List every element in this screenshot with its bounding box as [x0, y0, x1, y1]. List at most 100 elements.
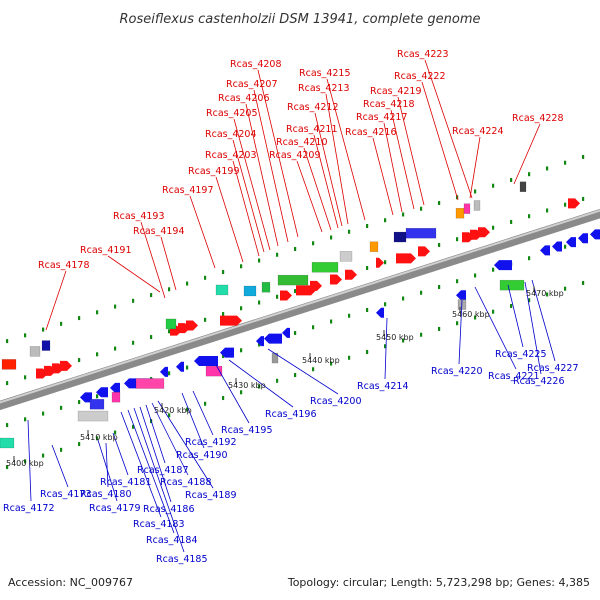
track-tick [564, 202, 567, 207]
track-tick [474, 273, 477, 278]
ruler-label: 5440 kbp [302, 356, 340, 365]
track-tick [348, 355, 351, 360]
track-tick [366, 224, 369, 228]
track-tick [42, 327, 45, 332]
gene-label: Rcas_4225 [495, 349, 547, 360]
track-tick [240, 264, 243, 269]
leader-line [192, 390, 214, 436]
gene-label: Rcas_4226 [513, 376, 565, 387]
gene-box [455, 207, 465, 219]
leader-line [267, 348, 339, 395]
gene-box [463, 203, 471, 214]
gene-label: Rcas_4189 [185, 490, 237, 501]
gene-label: Rcas_4179 [89, 503, 141, 514]
track-tick [6, 423, 9, 428]
reverse-gene [456, 290, 466, 301]
track-tick [186, 281, 189, 286]
leader-line [181, 392, 205, 449]
leader-line [513, 123, 541, 185]
ruler-label: 5470 kbp [526, 289, 564, 298]
track-tick [294, 331, 297, 336]
gene-box [1, 359, 17, 370]
leader-line [139, 406, 172, 503]
track-tick [510, 219, 513, 224]
track-tick [582, 154, 585, 159]
track-tick [348, 229, 351, 234]
gene-box [29, 346, 41, 357]
forward-gene [186, 320, 198, 331]
reverse-gene-labels: Rcas_4172Rcas_4173Rcas_4179Rcas_4180Rcas… [3, 349, 579, 565]
track-tick [402, 296, 405, 301]
gene-label: Rcas_4195 [221, 425, 273, 436]
reverse-gene [194, 355, 218, 366]
leader-line [107, 255, 161, 293]
track-tick [510, 177, 513, 182]
gene-label: Rcas_4216 [345, 127, 397, 138]
leader-line [303, 147, 332, 231]
track-tick [42, 453, 45, 458]
forward-gene [418, 246, 430, 257]
track-tick [24, 375, 27, 380]
track-tick [312, 367, 315, 372]
track-tick [186, 407, 189, 412]
track-tick [510, 303, 513, 308]
track-tick [222, 396, 225, 401]
gene-box [519, 181, 527, 193]
gene-box [215, 284, 229, 296]
leader-line [397, 96, 425, 206]
track-tick [366, 350, 369, 354]
gene-label: Rcas_4224 [452, 126, 504, 137]
reverse-gene [578, 233, 588, 244]
forward-gene [396, 253, 416, 264]
gene-features [0, 181, 600, 449]
gene-label: Rcas_4219 [370, 86, 422, 97]
leader-line [189, 195, 216, 269]
track-tick [420, 290, 423, 295]
gene-label: Rcas_4205 [206, 108, 258, 119]
track-tick [6, 381, 9, 386]
track-tick [438, 242, 441, 247]
leader-line [314, 112, 343, 227]
track-tick [384, 218, 387, 223]
gene-label: Rcas_4210 [276, 137, 328, 148]
gene-label: Rcas_4172 [3, 503, 55, 514]
track-tick [294, 247, 297, 252]
track-tick [96, 310, 99, 315]
track-tick [492, 267, 495, 272]
accession-text: Accession: NC_009767 [8, 576, 133, 589]
track-tick [528, 298, 531, 303]
forward-gene [280, 290, 292, 301]
leader-line [524, 281, 542, 375]
leader-line [245, 103, 279, 247]
gene-box [311, 262, 339, 273]
track-tick [438, 200, 441, 205]
track-tick [60, 321, 63, 326]
track-tick [24, 417, 27, 422]
reverse-gene [96, 387, 108, 398]
ruler-label: 5430 kbp [228, 381, 266, 390]
gene-label: Rcas_4227 [527, 363, 579, 374]
gene-label: Rcas_4185 [156, 554, 208, 565]
track-tick [456, 321, 459, 326]
track-tick [114, 346, 117, 351]
genome-backbone [0, 208, 600, 411]
track-tick [6, 339, 9, 344]
track-tick [582, 280, 585, 285]
reverse-gene [264, 333, 282, 344]
gene-label: Rcas_4212 [287, 102, 339, 113]
label-leader-lines [27, 59, 556, 553]
gene-label: Rcas_4215 [299, 68, 351, 79]
ruler-label: 5450 kbp [376, 333, 414, 342]
track-tick [240, 390, 243, 395]
track-tick [258, 300, 261, 305]
reverse-gene [566, 237, 576, 248]
ruler-label: 5410 kbp [80, 433, 118, 442]
leader-line [228, 359, 294, 408]
leader-line [507, 284, 524, 348]
gene-label: Rcas_4180 [80, 489, 132, 500]
gene-label: Rcas_4190 [176, 450, 228, 461]
gene-box [41, 340, 51, 351]
reverse-gene [282, 327, 290, 338]
reverse-gene [376, 307, 384, 318]
track-tick [168, 287, 171, 292]
